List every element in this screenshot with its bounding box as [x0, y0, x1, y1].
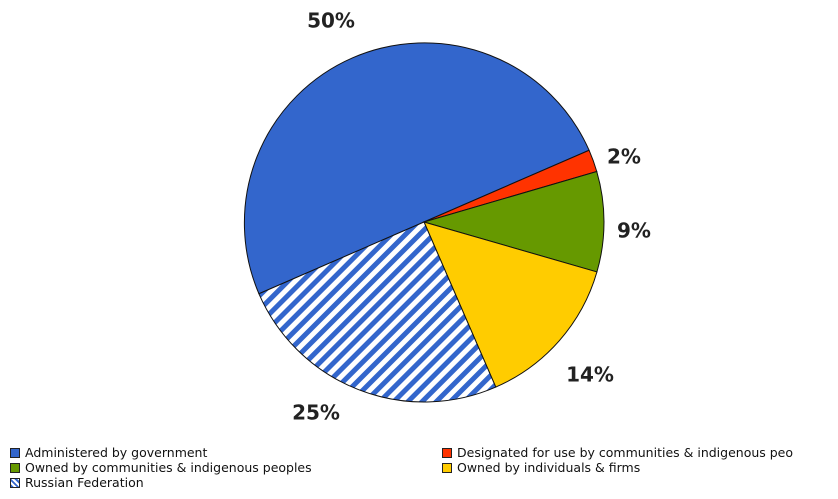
data-label: 50% [307, 9, 355, 33]
legend-item-owned-communities: Owned by communities & indigenous people… [10, 460, 312, 475]
legend-label: Russian Federation [25, 475, 144, 490]
pie-slice [423, 221, 598, 388]
data-label: 2% [607, 145, 641, 169]
legend-item-administered: Administered by government [10, 445, 207, 460]
legend-item-owned-individuals: Owned by individuals & firms [442, 460, 640, 475]
legend-swatch [10, 477, 20, 488]
legend-swatch [442, 462, 452, 473]
legend-label: Owned by individuals & firms [457, 460, 641, 475]
pie-slice [422, 170, 605, 273]
data-label: 25% [292, 401, 340, 425]
pie-chart: 50% 2% 9% 14% 25% [243, 9, 651, 425]
legend-label: Designated for use by communities & indi… [457, 445, 794, 460]
legend-label: Owned by communities & indigenous people… [25, 460, 312, 475]
legend-item-designated: Designated for use by communities & indi… [442, 445, 793, 460]
pie-slice [243, 42, 590, 295]
legend-swatch [442, 447, 452, 458]
data-label: 9% [617, 219, 651, 243]
pie-slice [258, 221, 497, 403]
legend-item-russian-federation: Russian Federation [10, 475, 144, 490]
data-label: 14% [566, 363, 614, 387]
legend-swatch [10, 462, 20, 473]
legend-label: Administered by government [25, 445, 208, 460]
legend-swatch [10, 447, 20, 458]
